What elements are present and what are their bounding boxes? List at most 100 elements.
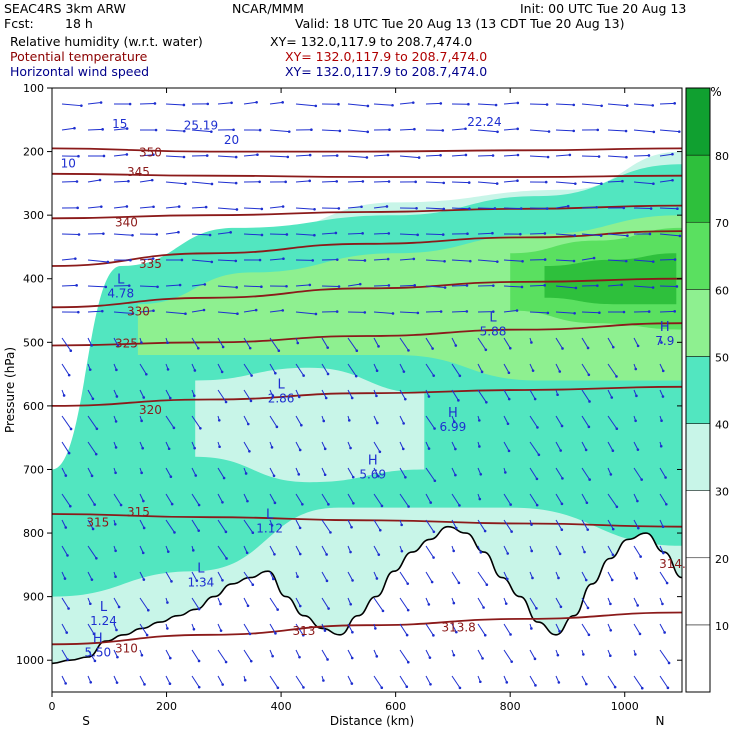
- wind-vector: [425, 649, 431, 658]
- wind-vector: [139, 519, 145, 529]
- wind-vector-head: [377, 345, 380, 348]
- wind-vector: [61, 467, 67, 476]
- wind-vector-head: [114, 420, 118, 423]
- wind-vector-head: [234, 155, 238, 159]
- wind-vector-head: [634, 653, 637, 656]
- wind-vector: [529, 311, 548, 314]
- wind-vector-head: [129, 258, 132, 262]
- wind-vector-head: [673, 102, 676, 105]
- wind-vector-head: [272, 577, 275, 581]
- wind-vector-head: [516, 127, 519, 131]
- wind-vector-head: [452, 549, 456, 553]
- wind-vector: [243, 285, 262, 288]
- wind-vector-head: [302, 686, 305, 689]
- wind-vector-head: [516, 101, 520, 105]
- wind-vector: [217, 389, 227, 403]
- wind-vector-head: [596, 284, 599, 287]
- theta-contour-330: [52, 277, 682, 309]
- wind-vector: [113, 180, 129, 183]
- wind-vector-head: [99, 205, 103, 208]
- wind-vector: [217, 311, 238, 315]
- wind-vector: [607, 363, 617, 377]
- wind-vector-head: [246, 422, 250, 426]
- wind-vector-head: [441, 129, 445, 132]
- wind-vector: [295, 311, 316, 315]
- wind-vector-head: [375, 655, 379, 658]
- extrema-labels: 310315320325330335340345350H5.50H5.69H6.…: [61, 115, 694, 660]
- wind-vector-head: [197, 659, 201, 663]
- wind-vector: [399, 102, 414, 105]
- wind-vector: [659, 571, 668, 584]
- wind-vector-head: [493, 207, 497, 210]
- wind-vector: [61, 597, 69, 609]
- wind-vector: [581, 389, 590, 402]
- wind-vector-head: [178, 283, 182, 287]
- wind-vector-head: [385, 205, 389, 208]
- wind-vector: [607, 180, 623, 183]
- wind-vector-head: [210, 260, 214, 264]
- wind-vector-head: [504, 471, 507, 474]
- wind-vector-head: [609, 628, 613, 632]
- wind-vector-head: [375, 394, 378, 398]
- wind-vector: [529, 675, 536, 686]
- wind-vector: [581, 363, 590, 376]
- wind-vector: [191, 675, 200, 688]
- wind-vector: [581, 181, 602, 185]
- wind-vector-head: [296, 341, 300, 345]
- wind-vector-head: [271, 654, 274, 658]
- wind-vector: [633, 129, 654, 133]
- theta-contour-325: [52, 322, 682, 347]
- wind-vector-head: [361, 232, 364, 235]
- wind-vector-head: [323, 473, 327, 477]
- wind-vector-head: [454, 447, 457, 451]
- wind-vector-head: [145, 633, 149, 637]
- wind-vector-head: [485, 400, 488, 404]
- wind-vector: [165, 415, 175, 429]
- wind-vector-head: [543, 232, 547, 235]
- wind-vector-head: [360, 205, 363, 209]
- wind-vector: [295, 233, 315, 236]
- wind-vector: [425, 519, 435, 533]
- plot-frame: [51, 87, 683, 693]
- wind-vector: [503, 259, 523, 262]
- wind-vector-head: [407, 505, 410, 508]
- wind-vector: [555, 154, 570, 157]
- wind-vector: [477, 649, 483, 659]
- wind-vector: [321, 389, 327, 399]
- wind-vector-head: [406, 582, 410, 585]
- wind-vector: [191, 337, 199, 349]
- wind-vector: [61, 415, 72, 430]
- wind-vector: [399, 128, 415, 131]
- rh-high-3-value: 7.9: [655, 334, 674, 348]
- wind-vector-head: [600, 182, 603, 185]
- wind-vector: [217, 571, 223, 581]
- wind-vector: [425, 571, 433, 583]
- wind-vector: [217, 467, 225, 479]
- wind-vector-head: [354, 374, 358, 378]
- wind-vector: [217, 545, 227, 559]
- wind-vector-head: [205, 154, 209, 157]
- wind-vector: [477, 337, 487, 351]
- rh-low-5-letter: L: [489, 311, 497, 326]
- wind-vector-head: [273, 501, 277, 505]
- wind-vector: [399, 493, 409, 507]
- init-time: Init: 00 UTC Tue 20 Aug 13: [520, 1, 687, 16]
- wind-vector: [139, 258, 154, 261]
- wind-vector: [399, 467, 406, 478]
- wind-vector: [607, 259, 627, 262]
- wind-vector-head: [625, 104, 629, 107]
- wind-vector: [399, 258, 414, 261]
- rh-low-3: L1.34: [188, 562, 215, 590]
- wind-vector-head: [491, 310, 495, 313]
- wind-vector-head: [193, 446, 196, 450]
- wind-vector-head: [636, 344, 640, 348]
- wind-vector-head: [442, 207, 446, 211]
- wind-vector-head: [260, 285, 263, 288]
- wind-vector: [191, 649, 200, 662]
- wind-vector-head: [413, 127, 416, 131]
- wind-vector-head: [325, 579, 329, 583]
- wind-vector-head: [168, 656, 172, 660]
- wind-vector: [503, 207, 522, 210]
- wind-vector-head: [168, 396, 172, 400]
- wind-vector: [165, 493, 173, 505]
